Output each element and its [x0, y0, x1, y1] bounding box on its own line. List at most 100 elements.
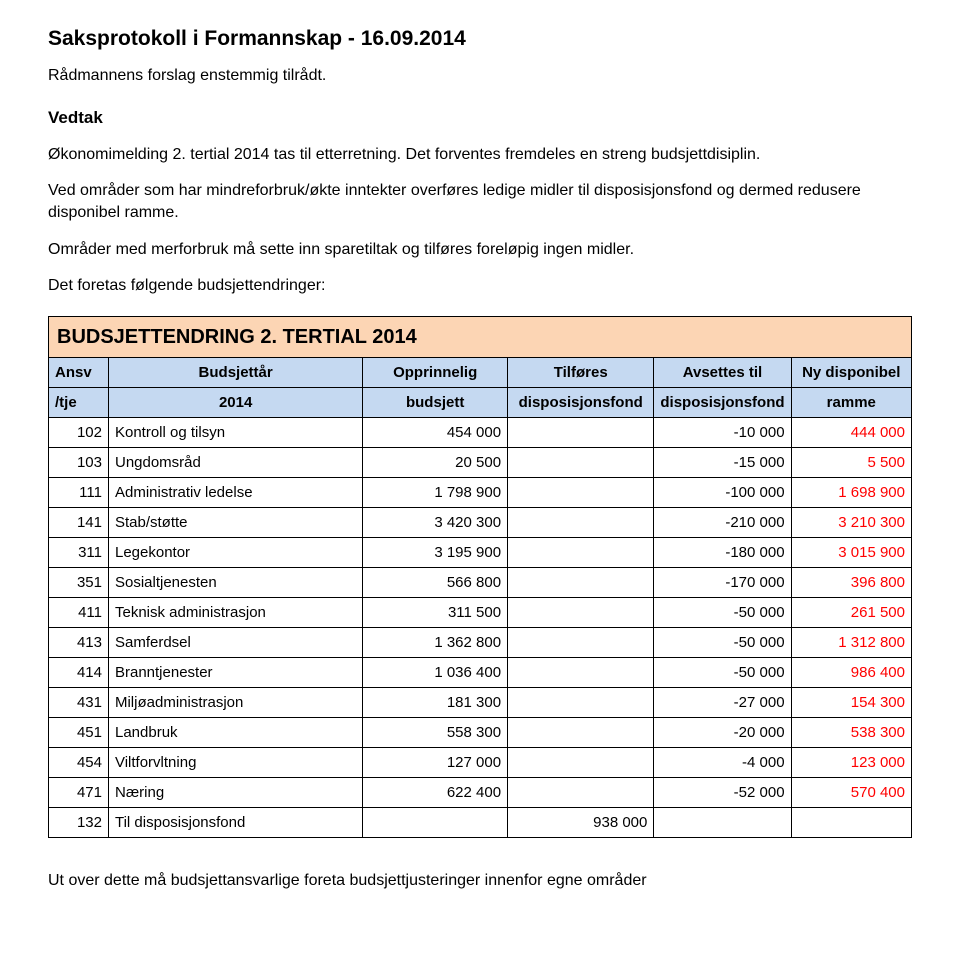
cell-code: 132: [49, 807, 109, 837]
table-row: 471Næring622 400-52 000570 400: [49, 777, 912, 807]
cell-code: 431: [49, 687, 109, 717]
paragraph-1: Økonomimelding 2. tertial 2014 tas til e…: [48, 144, 912, 166]
cell-avs: -180 000: [654, 537, 791, 567]
page-title: Saksprotokoll i Formannskap - 16.09.2014: [48, 24, 912, 53]
cell-orig: 311 500: [363, 597, 508, 627]
cell-avs: -50 000: [654, 627, 791, 657]
cell-orig: 3 195 900: [363, 537, 508, 567]
col-avsettes: Avsettes til: [654, 357, 791, 387]
cell-avs: -52 000: [654, 777, 791, 807]
cell-orig: 3 420 300: [363, 507, 508, 537]
cell-tilf: [508, 687, 654, 717]
cell-name: Administrativ ledelse: [108, 477, 362, 507]
cell-tilf: [508, 627, 654, 657]
cell-code: 411: [49, 597, 109, 627]
cell-code: 311: [49, 537, 109, 567]
cell-name: Stab/støtte: [108, 507, 362, 537]
paragraph-3: Områder med merforbruk må sette inn spar…: [48, 239, 912, 261]
table-header-row-2: /tje 2014 budsjett disposisjonsfond disp…: [49, 387, 912, 417]
intro-line: Det foretas følgende budsjettendringer:: [48, 275, 912, 297]
cell-name: Samferdsel: [108, 627, 362, 657]
cell-name: Ungdomsråd: [108, 447, 362, 477]
cell-name: Sosialtjenesten: [108, 567, 362, 597]
table-row: 351Sosialtjenesten566 800-170 000396 800: [49, 567, 912, 597]
cell-code: 414: [49, 657, 109, 687]
cell-orig: 127 000: [363, 747, 508, 777]
cell-name: Legekontor: [108, 537, 362, 567]
cell-name: Teknisk administrasjon: [108, 597, 362, 627]
cell-avs: -15 000: [654, 447, 791, 477]
cell-tilf: [508, 417, 654, 447]
table-header-row-1: Ansv Budsjettår Opprinnelig Tilføres Avs…: [49, 357, 912, 387]
cell-orig: 1 036 400: [363, 657, 508, 687]
cell-tilf: [508, 537, 654, 567]
cell-ny: 570 400: [791, 777, 911, 807]
table-row: 413Samferdsel1 362 800 -50 0001 312 800: [49, 627, 912, 657]
cell-tilf: [508, 657, 654, 687]
cell-tilf: [508, 567, 654, 597]
cell-orig: 622 400: [363, 777, 508, 807]
cell-tilf: [508, 717, 654, 747]
footer-text: Ut over dette må budsjettansvarlige fore…: [48, 870, 912, 892]
cell-ny: 538 300: [791, 717, 911, 747]
cell-code: 451: [49, 717, 109, 747]
col-ramme: ramme: [791, 387, 911, 417]
cell-avs: -20 000: [654, 717, 791, 747]
cell-tilf: [508, 507, 654, 537]
cell-avs: -4 000: [654, 747, 791, 777]
table-title: BUDSJETTENDRING 2. TERTIAL 2014: [49, 316, 912, 357]
cell-orig: 20 500: [363, 447, 508, 477]
cell-orig: 1 362 800: [363, 627, 508, 657]
cell-name: Miljøadministrasjon: [108, 687, 362, 717]
cell-ny: 1 312 800: [791, 627, 911, 657]
cell-tilf: [508, 477, 654, 507]
cell-tilf: [508, 747, 654, 777]
cell-avs: -170 000: [654, 567, 791, 597]
col-ansv: Ansv: [49, 357, 109, 387]
cell-avs: -10 000: [654, 417, 791, 447]
cell-ny: 5 500: [791, 447, 911, 477]
cell-orig: 558 300: [363, 717, 508, 747]
cell-avs: [654, 807, 791, 837]
cell-code: 413: [49, 627, 109, 657]
cell-avs: -27 000: [654, 687, 791, 717]
cell-code: 102: [49, 417, 109, 447]
table-body: 102Kontroll og tilsyn454 000-10 000444 0…: [49, 417, 912, 837]
cell-avs: -50 000: [654, 597, 791, 627]
table-row: 111Administrativ ledelse1 798 900-100 00…: [49, 477, 912, 507]
cell-ny: 154 300: [791, 687, 911, 717]
cell-name: Kontroll og tilsyn: [108, 417, 362, 447]
col-2014: 2014: [108, 387, 362, 417]
table-row: 454Viltforvltning127 000 -4 000123 000: [49, 747, 912, 777]
col-budsjett: budsjett: [363, 387, 508, 417]
subtitle: Rådmannens forslag enstemmig tilrådt.: [48, 65, 912, 87]
budget-table: BUDSJETTENDRING 2. TERTIAL 2014 Ansv Bud…: [48, 316, 912, 838]
table-row: 411Teknisk administrasjon311 500 -50 0002…: [49, 597, 912, 627]
cell-code: 471: [49, 777, 109, 807]
cell-name: Landbruk: [108, 717, 362, 747]
cell-name: Branntjenester: [108, 657, 362, 687]
col-dispfond2: disposisjonsfond: [654, 387, 791, 417]
cell-name: Viltforvltning: [108, 747, 362, 777]
cell-orig: 566 800: [363, 567, 508, 597]
cell-orig: 454 000: [363, 417, 508, 447]
col-opprinnelig: Opprinnelig: [363, 357, 508, 387]
paragraph-2: Ved områder som har mindreforbruk/økte i…: [48, 180, 912, 225]
table-title-row: BUDSJETTENDRING 2. TERTIAL 2014: [49, 316, 912, 357]
col-budsjettar: Budsjettår: [108, 357, 362, 387]
table-row: 451Landbruk558 300 -20 000538 300: [49, 717, 912, 747]
cell-ny: 3 210 300: [791, 507, 911, 537]
cell-tilf: [508, 447, 654, 477]
cell-code: 454: [49, 747, 109, 777]
cell-tilf: [508, 777, 654, 807]
cell-ny: 123 000: [791, 747, 911, 777]
cell-ny: 261 500: [791, 597, 911, 627]
col-dispfond1: disposisjonsfond: [508, 387, 654, 417]
cell-name: Til disposisjonsfond: [108, 807, 362, 837]
cell-ny: 396 800: [791, 567, 911, 597]
cell-avs: -100 000: [654, 477, 791, 507]
cell-ny: [791, 807, 911, 837]
cell-orig: 181 300: [363, 687, 508, 717]
cell-code: 111: [49, 477, 109, 507]
table-row: 431Miljøadministrasjon181 300 -27 000154 …: [49, 687, 912, 717]
